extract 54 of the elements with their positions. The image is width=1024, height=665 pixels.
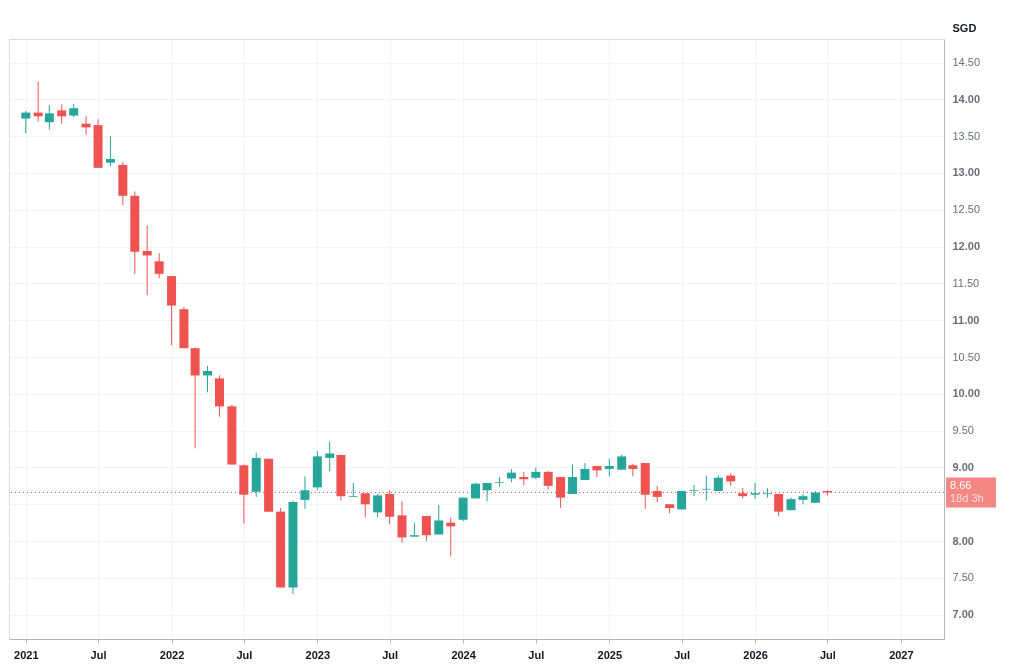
candlestick <box>494 476 504 488</box>
y-tick-label: 14.50 <box>952 56 981 69</box>
y-tick-label: 11.00 <box>952 313 980 326</box>
candlestick <box>373 493 383 519</box>
candlestick <box>701 475 711 502</box>
x-tick-label: 2027 <box>889 648 914 661</box>
y-tick-label: 7.00 <box>952 608 974 621</box>
candlestick <box>44 104 54 131</box>
x-tick-label: 2025 <box>597 648 623 661</box>
y-tick-label: 8.00 <box>952 534 974 547</box>
candlestick <box>142 224 152 296</box>
candlestick <box>421 515 431 542</box>
candlestick <box>325 441 335 472</box>
y-tick-label: 14.00 <box>952 92 981 105</box>
candlestick <box>689 484 699 497</box>
x-tick-label: Jul <box>528 648 545 661</box>
candlestick <box>203 365 212 393</box>
x-tick-label: Jul <box>90 648 107 661</box>
y-tick-label: 12.50 <box>952 203 981 216</box>
x-tick-label: 2024 <box>451 648 477 661</box>
candlestick <box>154 252 164 279</box>
x-tick-label: Jul <box>819 648 836 661</box>
candlestick <box>348 482 358 498</box>
candlestick <box>300 475 310 510</box>
candlestick <box>397 500 407 544</box>
y-tick-label: 9.00 <box>952 460 974 473</box>
candlestick <box>57 104 67 125</box>
candlestick <box>798 493 808 505</box>
y-tick-label: 11.50 <box>952 276 980 289</box>
candlestick <box>592 465 602 478</box>
y-tick-label: 10.50 <box>952 350 981 363</box>
y-tick-label: 7.50 <box>952 571 974 584</box>
candlestick <box>434 504 444 535</box>
x-tick-label: 2022 <box>159 648 185 661</box>
x-tick-label: 2021 <box>14 648 39 661</box>
y-tick-label: 9.50 <box>952 424 974 437</box>
candlestick <box>543 470 553 491</box>
y-tick-label: 10.00 <box>952 387 981 400</box>
candlestick <box>628 463 638 477</box>
candlestick <box>750 482 760 500</box>
x-tick-label: 2023 <box>305 648 331 661</box>
x-tick-label: Jul <box>236 648 253 661</box>
candlestick <box>568 464 578 495</box>
y-tick-label: 13.00 <box>952 166 981 179</box>
y-tick-label: 12.00 <box>952 240 981 253</box>
x-tick-label: Jul <box>382 648 399 661</box>
x-tick-label: Jul <box>674 648 691 661</box>
text: 18d 3h <box>950 492 984 505</box>
y-axis-title: SGD <box>952 21 977 34</box>
ref-line-label: 8.66 <box>950 479 972 492</box>
candlestick <box>21 110 31 134</box>
candlestick <box>105 135 115 167</box>
x-tick-label: 2026 <box>743 648 768 661</box>
y-tick-label: 13.50 <box>952 129 981 142</box>
